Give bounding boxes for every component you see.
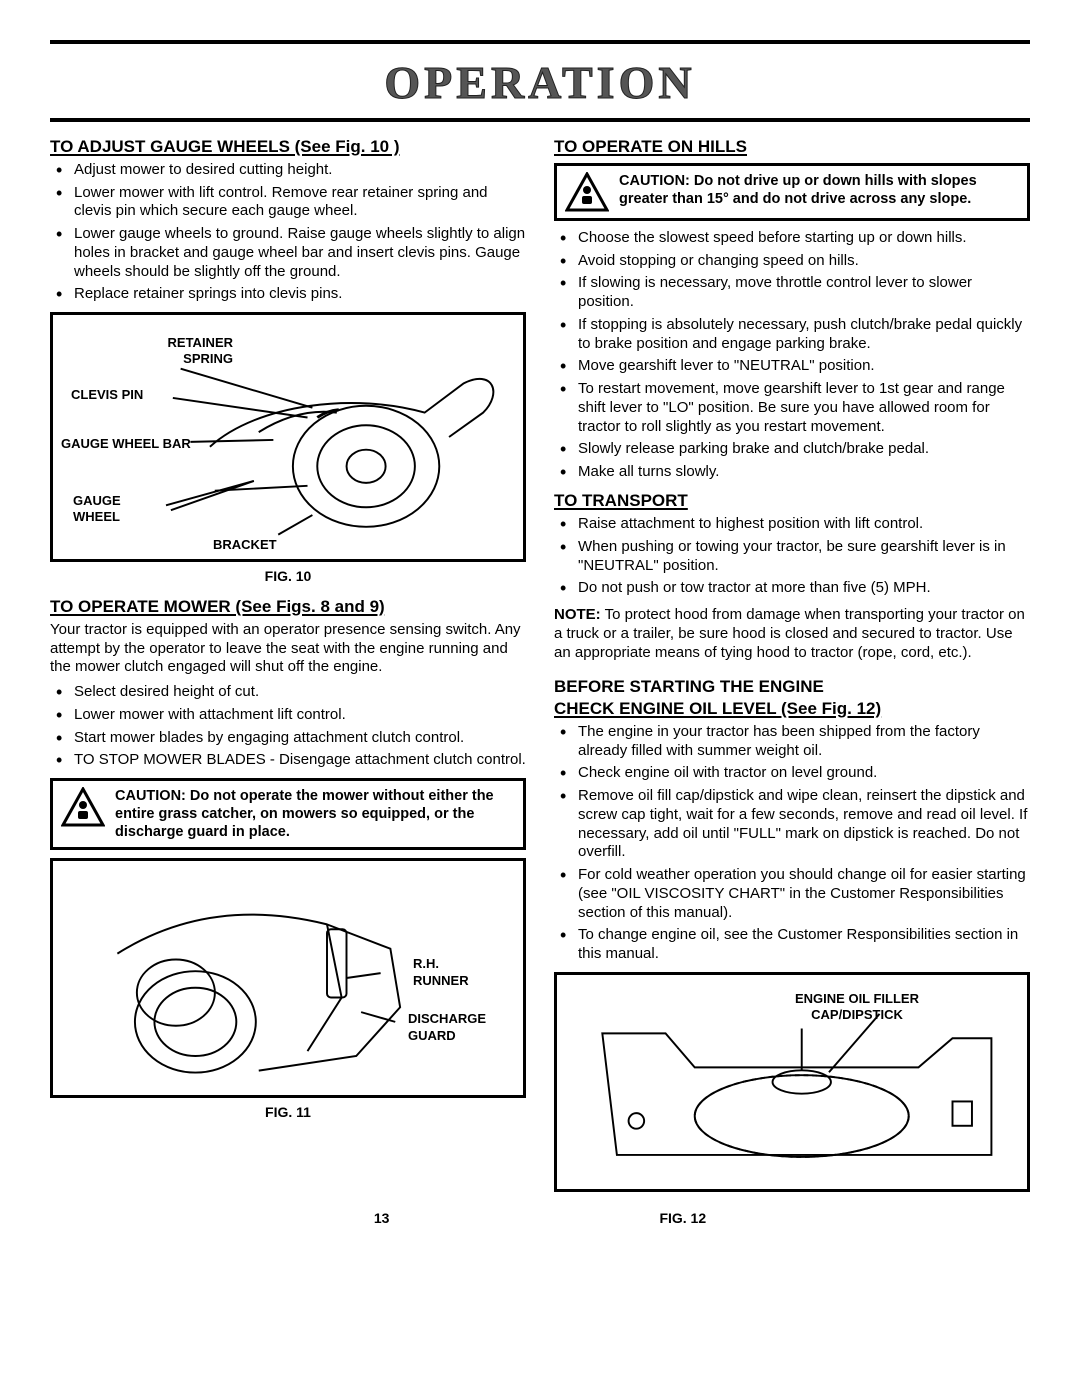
figure-11: R.H. RUNNER DISCHARGE GUARD	[50, 858, 526, 1098]
list-item: When pushing or towing your tractor, be …	[554, 538, 1030, 576]
fig11-caption: FIG. 11	[50, 1104, 526, 1122]
title-rule	[50, 118, 1030, 122]
page-title: OPERATION	[50, 54, 1030, 118]
caution-box-mower: CAUTION: Do not operate the mower withou…	[50, 778, 526, 850]
caution-text: CAUTION: Do not operate the mower withou…	[115, 787, 515, 841]
list-item: Raise attachment to highest position wit…	[554, 515, 1030, 534]
figure-12: ENGINE OIL FILLER CAP/DIPSTICK	[554, 972, 1030, 1192]
transport-list: Raise attachment to highest position wit…	[554, 515, 1030, 598]
list-item: Replace retainer springs into clevis pin…	[50, 285, 526, 304]
list-item: If stopping is absolutely necessary, pus…	[554, 316, 1030, 354]
engine-list: The engine in your tractor has been ship…	[554, 723, 1030, 964]
left-column: TO ADJUST GAUGE WHEELS (See Fig. 10 ) Ad…	[50, 130, 526, 1198]
label-rh-runner: R.H. RUNNER	[413, 956, 483, 989]
label-retainer-spring: RETAINER SPRING	[143, 335, 233, 368]
section-engine-title-2: CHECK ENGINE OIL LEVEL (See Fig. 12)	[554, 698, 1030, 719]
hills-list: Choose the slowest speed before starting…	[554, 229, 1030, 482]
gauge-wheels-list: Adjust mower to desired cutting height. …	[50, 161, 526, 304]
label-gauge-wheel-bar: GAUGE WHEEL BAR	[61, 436, 191, 452]
top-rule	[50, 40, 1030, 44]
list-item: Avoid stopping or changing speed on hill…	[554, 252, 1030, 271]
list-item: Move gearshift lever to "NEUTRAL" positi…	[554, 357, 1030, 376]
list-item: The engine in your tractor has been ship…	[554, 723, 1030, 761]
section-operate-mower-title: TO OPERATE MOWER (See Figs. 8 and 9)	[50, 596, 526, 617]
list-item: Check engine oil with tractor on level g…	[554, 764, 1030, 783]
fig10-caption: FIG. 10	[50, 568, 526, 586]
section-transport-title: TO TRANSPORT	[554, 490, 1030, 511]
note-text: To protect hood from damage when transpo…	[554, 606, 1025, 661]
section-engine-title-1: BEFORE STARTING THE ENGINE	[554, 676, 1030, 697]
operate-mower-list: Select desired height of cut. Lower mowe…	[50, 683, 526, 770]
list-item: Lower mower with lift control. Remove re…	[50, 184, 526, 222]
label-discharge-guard: DISCHARGE GUARD	[408, 1011, 503, 1044]
note-label: NOTE:	[554, 606, 601, 623]
caution-text: CAUTION: Do not drive up or down hills w…	[619, 172, 1019, 208]
right-column: TO OPERATE ON HILLS CAUTION: Do not driv…	[554, 130, 1030, 1198]
label-dipstick: ENGINE OIL FILLER CAP/DIPSTICK	[757, 991, 957, 1024]
list-item: Adjust mower to desired cutting height.	[50, 161, 526, 180]
section-hills-title: TO OPERATE ON HILLS	[554, 136, 1030, 157]
label-gauge-wheel: GAUGE WHEEL	[73, 493, 133, 526]
list-item: Start mower blades by engaging attachmen…	[50, 729, 526, 748]
list-item: Select desired height of cut.	[50, 683, 526, 702]
section-gauge-wheels-title: TO ADJUST GAUGE WHEELS (See Fig. 10 )	[50, 136, 526, 157]
warning-icon	[565, 172, 609, 212]
figure-10: RETAINER SPRING CLEVIS PIN GAUGE WHEEL B…	[50, 312, 526, 562]
two-column-layout: TO ADJUST GAUGE WHEELS (See Fig. 10 ) Ad…	[50, 130, 1030, 1198]
transport-note: NOTE: To protect hood from damage when t…	[554, 606, 1030, 662]
list-item: Make all turns slowly.	[554, 463, 1030, 482]
caution-box-hills: CAUTION: Do not drive up or down hills w…	[554, 163, 1030, 221]
list-item: To restart movement, move gearshift leve…	[554, 380, 1030, 436]
list-item: Choose the slowest speed before starting…	[554, 229, 1030, 248]
list-item: Lower gauge wheels to ground. Raise gaug…	[50, 225, 526, 281]
list-item: Slowly release parking brake and clutch/…	[554, 440, 1030, 459]
warning-icon	[61, 787, 105, 827]
list-item: Do not push or tow tractor at more than …	[554, 579, 1030, 598]
fig12-caption: FIG. 12	[659, 1210, 706, 1228]
list-item: For cold weather operation you should ch…	[554, 866, 1030, 922]
list-item: To change engine oil, see the Customer R…	[554, 926, 1030, 964]
list-item: Lower mower with attachment lift control…	[50, 706, 526, 725]
page-number: 13	[374, 1210, 390, 1228]
list-item: Remove oil fill cap/dipstick and wipe cl…	[554, 787, 1030, 862]
label-bracket: BRACKET	[213, 537, 277, 553]
list-item: TO STOP MOWER BLADES - Disengage attachm…	[50, 751, 526, 770]
label-clevis-pin: CLEVIS PIN	[71, 387, 143, 403]
page-footer: 13 FIG. 12	[50, 1210, 1030, 1228]
list-item: If slowing is necessary, move throttle c…	[554, 274, 1030, 312]
operate-mower-intro: Your tractor is equipped with an operato…	[50, 621, 526, 677]
